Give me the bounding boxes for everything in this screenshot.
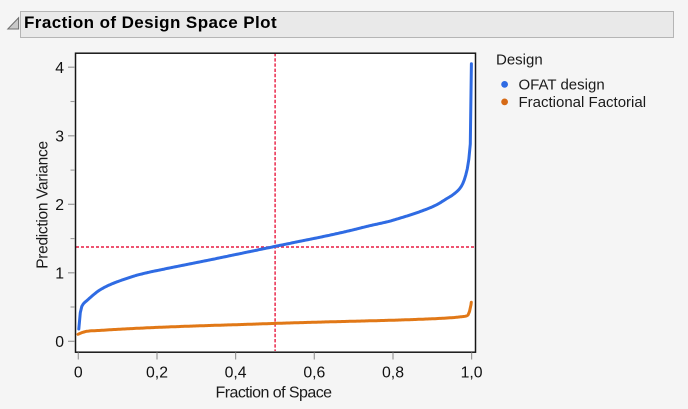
svg-text:0,2: 0,2 (146, 364, 168, 381)
svg-text:3: 3 (55, 129, 64, 146)
svg-text:0,6: 0,6 (303, 364, 325, 381)
svg-text:OFAT design: OFAT design (519, 76, 605, 93)
svg-text:Prediction Variance: Prediction Variance (35, 141, 52, 269)
svg-text:Design: Design (496, 52, 543, 69)
svg-text:Fraction of Space: Fraction of Space (215, 385, 332, 402)
svg-text:2: 2 (55, 197, 64, 214)
svg-text:1,0: 1,0 (461, 364, 483, 381)
svg-text:1: 1 (55, 266, 64, 283)
svg-text:4: 4 (55, 60, 64, 77)
svg-text:0: 0 (55, 334, 64, 351)
svg-text:0,8: 0,8 (382, 364, 404, 381)
svg-text:Fractional Factorial: Fractional Factorial (519, 94, 647, 111)
svg-text:0: 0 (74, 364, 83, 381)
svg-text:0,4: 0,4 (225, 364, 247, 381)
